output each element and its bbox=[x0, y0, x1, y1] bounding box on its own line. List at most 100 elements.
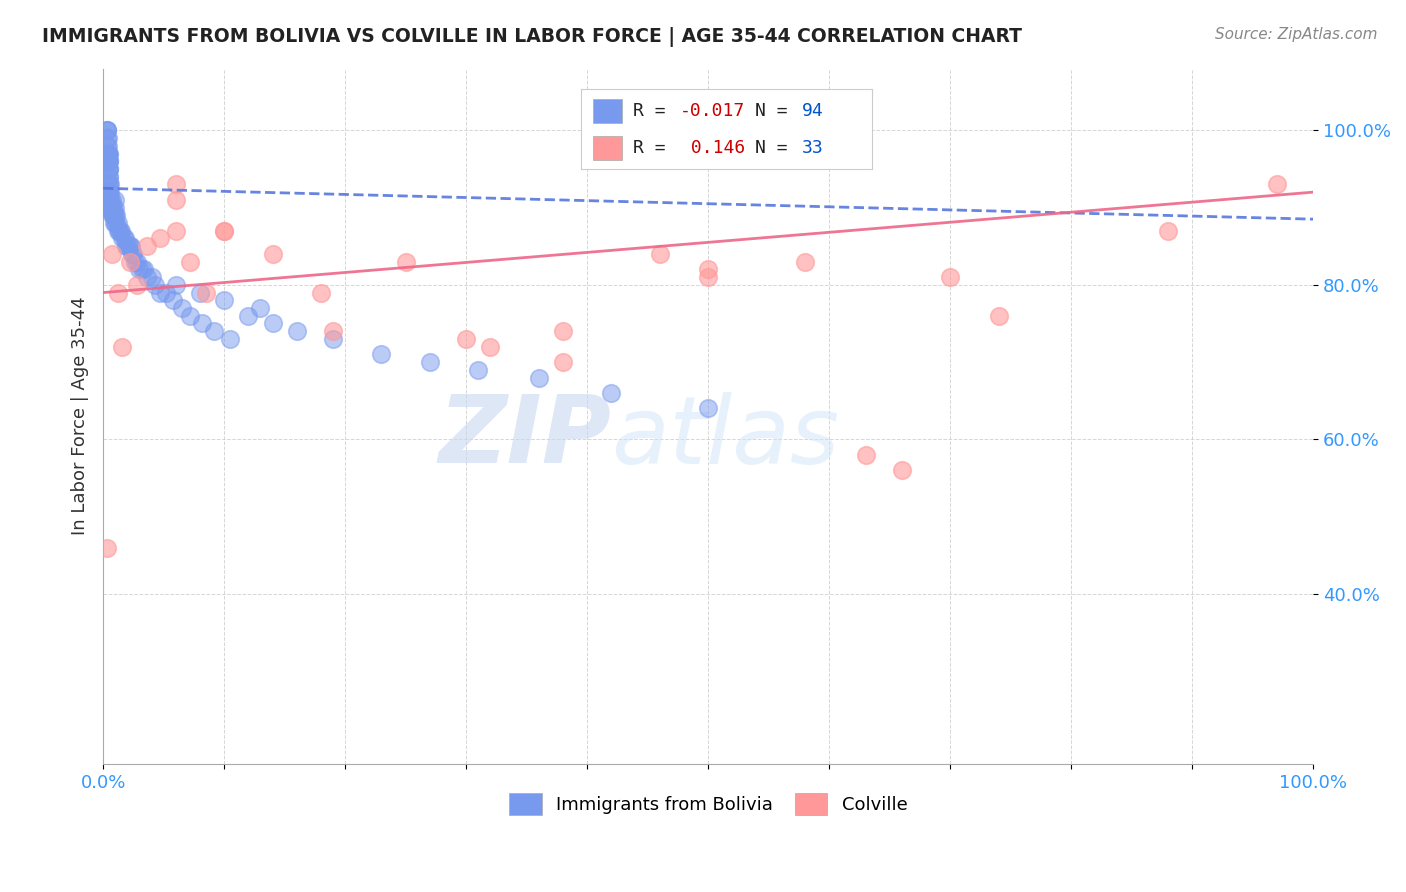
Point bbox=[103, 208, 125, 222]
Point bbox=[97, 131, 120, 145]
Point bbox=[98, 161, 121, 176]
Point bbox=[551, 355, 574, 369]
Point bbox=[100, 178, 122, 192]
Point bbox=[697, 262, 720, 277]
Point bbox=[98, 193, 121, 207]
Point bbox=[114, 231, 136, 245]
Point bbox=[96, 123, 118, 137]
Point bbox=[104, 201, 127, 215]
Point bbox=[98, 154, 121, 169]
Point bbox=[890, 463, 912, 477]
Point bbox=[100, 193, 122, 207]
Point bbox=[212, 224, 235, 238]
Point bbox=[98, 154, 121, 169]
Point bbox=[135, 239, 157, 253]
Point bbox=[108, 224, 131, 238]
Point bbox=[419, 355, 441, 369]
Point bbox=[165, 277, 187, 292]
Point bbox=[697, 270, 720, 285]
Point bbox=[103, 216, 125, 230]
Point bbox=[111, 231, 134, 245]
Point bbox=[697, 401, 720, 416]
Point bbox=[1265, 178, 1288, 192]
Point bbox=[395, 254, 418, 268]
Point bbox=[100, 185, 122, 199]
Point bbox=[135, 270, 157, 285]
Point bbox=[107, 285, 129, 300]
Point bbox=[98, 146, 121, 161]
Point bbox=[128, 262, 150, 277]
Point bbox=[162, 293, 184, 308]
Point bbox=[98, 178, 121, 192]
Point bbox=[165, 193, 187, 207]
Point bbox=[170, 301, 193, 315]
Point bbox=[179, 254, 201, 268]
Point bbox=[118, 254, 141, 268]
Legend: Immigrants from Bolivia, Colville: Immigrants from Bolivia, Colville bbox=[501, 784, 917, 824]
Point bbox=[115, 239, 138, 253]
Point bbox=[96, 123, 118, 137]
Point bbox=[122, 247, 145, 261]
Point bbox=[551, 324, 574, 338]
Point bbox=[149, 231, 172, 245]
Point bbox=[101, 201, 124, 215]
Point bbox=[97, 146, 120, 161]
Point bbox=[987, 309, 1010, 323]
Point bbox=[98, 161, 121, 176]
Point bbox=[100, 208, 122, 222]
Point bbox=[131, 262, 153, 277]
Point bbox=[212, 224, 235, 238]
Text: IMMIGRANTS FROM BOLIVIA VS COLVILLE IN LABOR FORCE | AGE 35-44 CORRELATION CHART: IMMIGRANTS FROM BOLIVIA VS COLVILLE IN L… bbox=[42, 27, 1022, 46]
Point bbox=[124, 254, 146, 268]
Point bbox=[100, 201, 122, 215]
Point bbox=[191, 317, 214, 331]
Point bbox=[100, 247, 122, 261]
Point bbox=[97, 146, 120, 161]
Point bbox=[120, 239, 142, 253]
Point bbox=[98, 193, 121, 207]
Point bbox=[107, 224, 129, 238]
Point bbox=[212, 293, 235, 308]
Point bbox=[370, 347, 392, 361]
Point bbox=[100, 193, 122, 207]
Point bbox=[262, 317, 284, 331]
Point bbox=[96, 131, 118, 145]
Point bbox=[105, 216, 128, 230]
Point bbox=[121, 247, 143, 261]
Point bbox=[125, 277, 148, 292]
Point bbox=[98, 154, 121, 169]
Point bbox=[648, 247, 671, 261]
Point bbox=[600, 386, 623, 401]
Text: atlas: atlas bbox=[612, 392, 839, 483]
Point bbox=[238, 309, 260, 323]
Point bbox=[101, 208, 124, 222]
Point bbox=[149, 285, 172, 300]
Point bbox=[98, 146, 121, 161]
Point bbox=[262, 247, 284, 261]
Point bbox=[101, 208, 124, 222]
Point bbox=[165, 224, 187, 238]
Point bbox=[104, 208, 127, 222]
Point bbox=[100, 201, 122, 215]
Point bbox=[134, 262, 156, 277]
Point bbox=[96, 138, 118, 153]
Point bbox=[143, 277, 166, 292]
Point bbox=[165, 178, 187, 192]
Point bbox=[100, 201, 122, 215]
Point bbox=[110, 224, 132, 238]
Point bbox=[219, 332, 242, 346]
Text: Source: ZipAtlas.com: Source: ZipAtlas.com bbox=[1215, 27, 1378, 42]
Point bbox=[322, 324, 344, 338]
Point bbox=[107, 216, 129, 230]
Point bbox=[104, 216, 127, 230]
Point bbox=[104, 193, 127, 207]
Point bbox=[125, 254, 148, 268]
Point bbox=[98, 185, 121, 199]
Point bbox=[794, 254, 817, 268]
Point bbox=[111, 340, 134, 354]
Point bbox=[117, 239, 139, 253]
Point bbox=[112, 231, 135, 245]
Point bbox=[98, 178, 121, 192]
Point bbox=[479, 340, 502, 354]
Point bbox=[855, 448, 877, 462]
